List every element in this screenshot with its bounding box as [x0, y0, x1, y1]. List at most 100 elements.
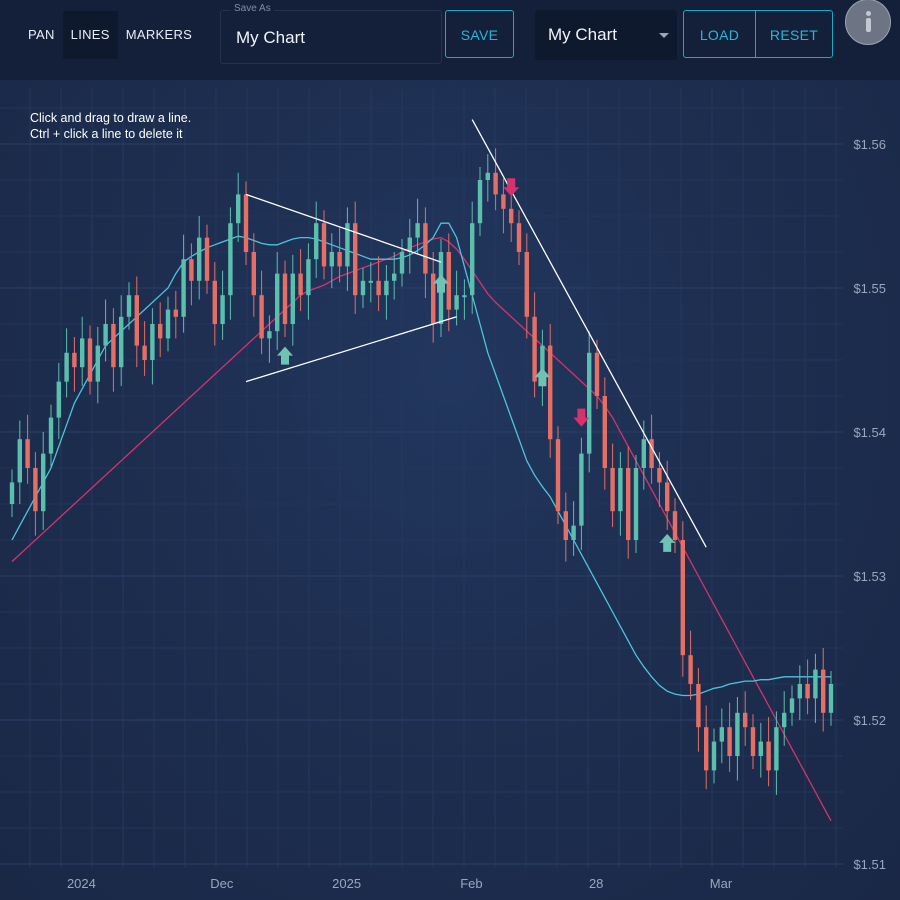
- candle-down: [555, 439, 561, 512]
- chart-select[interactable]: My Chart: [535, 10, 677, 60]
- candle-up: [485, 172, 490, 180]
- sell-arrow-icon: [503, 178, 520, 197]
- candle-down: [189, 259, 194, 281]
- candle-down: [142, 345, 147, 360]
- save-as-label: Save As: [231, 3, 274, 14]
- y-tick-label: $1.53: [853, 569, 886, 584]
- candle-down: [111, 324, 116, 368]
- candle-up: [197, 237, 202, 281]
- candle-down: [423, 223, 428, 274]
- candle-up: [314, 223, 319, 260]
- candle-down: [626, 468, 631, 540]
- y-tick-label: $1.54: [853, 425, 886, 440]
- save-as-field: Save As: [220, 3, 442, 64]
- candle-up: [267, 331, 272, 339]
- chart-select-value: My Chart: [548, 25, 617, 44]
- trade-markers: [277, 178, 676, 552]
- candle-down: [672, 511, 678, 540]
- sell-arrow-icon: [573, 408, 590, 427]
- candle-down: [727, 727, 732, 756]
- reset-button[interactable]: RESET: [755, 10, 833, 58]
- candle-up: [236, 194, 241, 224]
- candle-up: [165, 309, 171, 339]
- candle-down: [509, 208, 514, 224]
- x-tick-label: 2024: [67, 876, 96, 891]
- candle-up: [306, 259, 311, 296]
- chart-grid: [0, 88, 843, 868]
- candle-down: [657, 468, 662, 483]
- candle-down: [680, 540, 685, 656]
- candle-up: [454, 295, 459, 310]
- candle-up: [407, 237, 412, 252]
- trendline[interactable]: [245, 316, 457, 383]
- info-icon[interactable]: [845, 0, 891, 45]
- candle-down: [87, 338, 93, 382]
- candle-down: [524, 252, 529, 317]
- candle-up: [392, 273, 397, 281]
- candle-down: [259, 295, 264, 339]
- chart-area[interactable]: [0, 80, 900, 900]
- candle-down: [594, 352, 600, 396]
- candle-up: [360, 280, 366, 296]
- candle-up: [735, 712, 740, 756]
- mode-button-group: PAN LINES MARKERS: [20, 11, 200, 59]
- candle-up: [17, 439, 22, 483]
- info-icon-dot: [866, 11, 871, 16]
- candle-up: [828, 684, 834, 713]
- lines-mode-button[interactable]: LINES: [62, 11, 118, 59]
- candle-up: [399, 252, 405, 274]
- candle-down: [766, 741, 771, 771]
- candle-down: [72, 352, 77, 368]
- candle-up: [345, 223, 350, 267]
- candle-down: [563, 511, 568, 540]
- candle-down: [750, 727, 756, 756]
- trendline[interactable]: [245, 193, 442, 263]
- x-tick-label: 2025: [332, 876, 361, 891]
- candle-up: [126, 295, 132, 317]
- candle-down: [321, 223, 327, 267]
- buy-arrow-icon: [534, 368, 551, 387]
- candle-up: [228, 223, 233, 296]
- candle-up: [711, 741, 717, 771]
- x-tick-label: 28: [589, 876, 603, 891]
- candle-up: [95, 345, 100, 382]
- candle-up: [571, 525, 576, 540]
- pan-mode-button[interactable]: PAN: [28, 27, 55, 42]
- markers-mode-button[interactable]: MARKERS: [125, 27, 193, 42]
- candle-up: [719, 727, 724, 742]
- y-tick-label: $1.56: [853, 137, 886, 152]
- candle-down: [251, 252, 256, 296]
- save-button[interactable]: SAVE: [445, 10, 514, 58]
- x-tick-label: Dec: [210, 876, 234, 891]
- candle-up: [48, 417, 54, 454]
- candle-up: [181, 259, 186, 317]
- candle-up: [789, 698, 795, 713]
- candle-up: [415, 223, 420, 238]
- candle-down: [431, 273, 436, 324]
- candle-down: [610, 468, 615, 512]
- candle-up: [220, 295, 225, 324]
- candle-up: [587, 352, 592, 454]
- candle-up: [782, 712, 787, 728]
- hint-line-2: Ctrl + click a line to delete it: [30, 127, 183, 141]
- y-axis: $1.51 $1.52 $1.53 $1.54 $1.55 $1.56: [853, 137, 886, 872]
- candle-up: [9, 482, 15, 504]
- candle-up: [368, 280, 373, 283]
- candle-down: [158, 324, 163, 339]
- save-as-input[interactable]: [234, 27, 433, 49]
- candle-up: [641, 439, 646, 468]
- toolbar: PAN LINES MARKERS Save As SAVE My Chart …: [0, 0, 900, 80]
- x-axis: 2024 Dec 2025 Feb 28 Mar: [67, 876, 733, 891]
- candle-down: [743, 712, 748, 728]
- candle-down: [212, 280, 217, 324]
- candle-up: [470, 223, 475, 296]
- buy-arrow-icon: [277, 346, 293, 365]
- candle-down: [282, 273, 288, 324]
- hint-line-1: Click and drag to draw a line.: [30, 111, 192, 125]
- candle-down: [516, 223, 522, 252]
- candle-down: [665, 482, 670, 512]
- candle-up: [758, 741, 763, 756]
- candle-up: [80, 338, 85, 368]
- drawing-hint: Click and drag to draw a line. Ctrl + cl…: [30, 110, 191, 142]
